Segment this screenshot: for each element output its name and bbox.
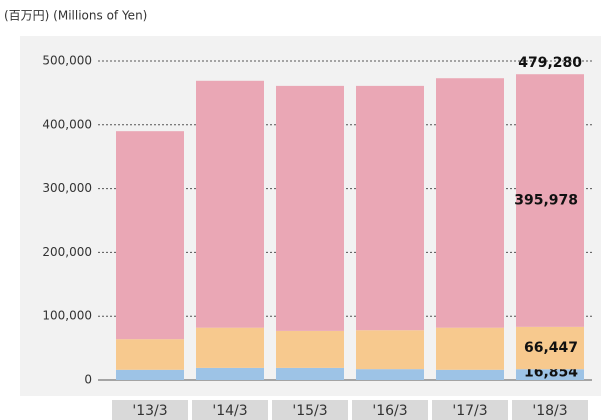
y-tick-label: 500,000 [42,54,92,68]
bar-segment [276,367,344,380]
y-tick-label: 400,000 [42,117,92,131]
x-tick-label: '17/3 [452,403,487,419]
bar-segment [276,330,344,368]
x-tick-label: '14/3 [212,403,247,419]
x-tick-box [112,400,188,420]
total-label: 479,280 [518,55,582,71]
y-tick-label: 0 [84,373,92,387]
bar-segment [356,330,424,370]
x-tick-box [512,400,588,420]
bar-segment [356,85,424,331]
value-label: 395,978 [514,193,578,209]
x-tick-box [272,400,348,420]
x-tick-label: '18/3 [532,403,567,419]
x-tick-box [352,400,428,420]
y-tick-label: 300,000 [42,181,92,195]
bar-segment [196,327,264,368]
value-label: 66,447 [524,340,578,356]
x-tick-label: '15/3 [292,403,327,419]
bar-segment [116,131,184,340]
x-tick-label: '16/3 [372,403,407,419]
bar-segment [196,80,264,328]
bar-segment [196,367,264,380]
bar-segment [436,369,504,380]
y-tick-label: 100,000 [42,309,92,323]
bar-segment [516,74,584,327]
bar-segment [116,369,184,380]
bar-segment [116,339,184,370]
unit-label: (百万円) (Millions of Yen) [4,9,147,23]
x-tick-box [432,400,508,420]
y-tick-label: 200,000 [42,245,92,259]
bar-segment [436,78,504,328]
x-tick-box [192,400,268,420]
bar-segment [516,369,584,380]
bar-segment [436,327,504,370]
x-tick-label: '13/3 [132,403,167,419]
bar-segment [356,369,424,380]
bar-segment [276,85,344,331]
bar-segment [516,326,584,370]
